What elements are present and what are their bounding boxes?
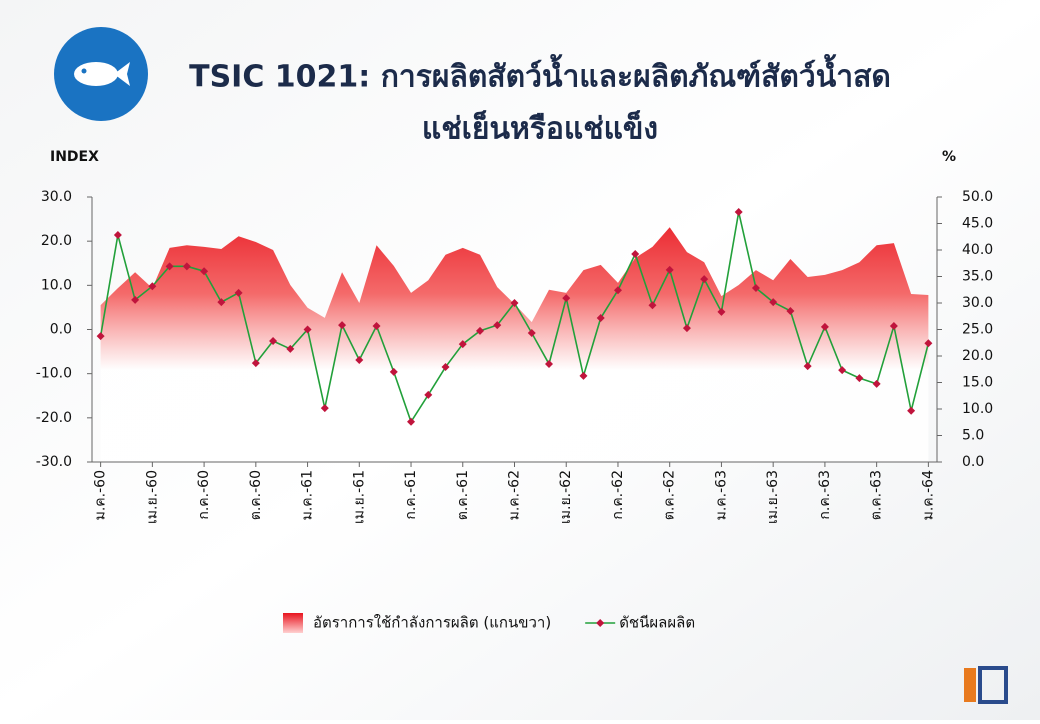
marker — [389, 367, 398, 376]
marker — [734, 208, 743, 217]
marker — [441, 363, 450, 372]
x-tick-label: ก.ค.-63 — [817, 470, 833, 520]
x-tick-label: ก.ค.-60 — [196, 470, 212, 520]
marker — [148, 282, 157, 291]
x-tick-label: ต.ค.-61 — [455, 470, 471, 520]
marker — [562, 294, 571, 303]
legend-marker — [596, 619, 605, 627]
marker — [338, 321, 347, 330]
legend-label: ดัชนีผลผลิต — [619, 614, 695, 632]
y-tick-label: 0.0 — [50, 322, 72, 338]
marker — [407, 417, 416, 426]
marker — [113, 230, 122, 239]
fish-shape — [74, 62, 130, 86]
marker — [544, 359, 553, 368]
marker — [234, 288, 243, 297]
marker — [200, 267, 209, 276]
y-tick-label: 30.0 — [41, 189, 72, 205]
logo — [964, 666, 1008, 704]
y2-tick-label: 50.0 — [962, 189, 993, 205]
marker — [96, 332, 105, 341]
x-tick-label: ต.ค.-62 — [662, 470, 678, 520]
marker — [493, 321, 502, 330]
marker — [269, 336, 278, 345]
x-tick-label: ม.ค.-63 — [713, 470, 729, 520]
marker — [476, 326, 485, 335]
marker — [751, 283, 760, 292]
y-tick-label: -30.0 — [36, 454, 72, 470]
y-axis-label: INDEX — [50, 149, 99, 165]
marker — [631, 249, 640, 258]
marker — [131, 295, 140, 304]
marker — [251, 359, 260, 368]
y-tick-label: 10.0 — [41, 277, 72, 293]
marker — [924, 339, 933, 348]
marker — [665, 265, 674, 274]
marker — [579, 371, 588, 380]
marker — [786, 306, 795, 315]
y2-tick-label: 30.0 — [962, 295, 993, 311]
x-tick-label: ก.ค.-62 — [610, 470, 626, 520]
y2-tick-label: 40.0 — [962, 242, 993, 258]
marker — [424, 390, 433, 399]
marker — [596, 314, 605, 323]
chart-title: แช่เย็นหรือแช่แข็ง — [422, 110, 658, 147]
x-tick-label: ต.ค.-60 — [248, 470, 264, 520]
x-tick-label: เม.ย.-62 — [558, 470, 574, 524]
marker — [303, 325, 312, 334]
marker — [320, 404, 329, 413]
x-tick-label: ม.ค.-64 — [920, 470, 936, 520]
marker — [700, 275, 709, 284]
x-tick-label: เม.ย.-60 — [144, 470, 160, 524]
legend-swatch — [283, 613, 303, 633]
y2-tick-label: 25.0 — [962, 322, 993, 338]
marker — [820, 322, 829, 331]
y-tick-label: -20.0 — [36, 410, 72, 426]
marker — [872, 379, 881, 388]
y2-tick-label: 10.0 — [962, 401, 993, 417]
marker — [907, 406, 916, 415]
y2-tick-label: 0.0 — [962, 454, 984, 470]
x-tick-label: ก.ค.-61 — [403, 470, 419, 520]
area — [100, 227, 929, 462]
marker — [527, 329, 536, 338]
marker — [613, 286, 622, 295]
marker — [182, 262, 191, 271]
y2-tick-label: 15.0 — [962, 375, 993, 391]
marker — [286, 344, 295, 353]
marker — [803, 362, 812, 371]
marker — [648, 301, 657, 310]
marker — [769, 298, 778, 307]
x-tick-label: เม.ย.-63 — [765, 470, 781, 524]
x-tick-label: ต.ค.-63 — [869, 470, 885, 520]
x-tick-label: ม.ค.-62 — [507, 470, 523, 520]
x-tick-label: ม.ค.-60 — [93, 470, 109, 520]
y2-tick-label: 45.0 — [962, 216, 993, 232]
y-tick-label: 20.0 — [41, 233, 72, 249]
legend-label: อัตราการใช้กำลังการผลิต (แกนขวา) — [313, 614, 551, 632]
marker — [838, 366, 847, 375]
y2-tick-label: 5.0 — [962, 428, 984, 444]
marker — [458, 340, 467, 349]
y-tick-label: -10.0 — [36, 366, 72, 382]
marker — [855, 374, 864, 383]
marker — [889, 321, 898, 330]
marker — [717, 307, 726, 316]
y2-axis-label: % — [942, 149, 956, 165]
x-tick-label: ม.ค.-61 — [300, 470, 316, 520]
x-tick-label: เม.ย.-61 — [351, 470, 367, 524]
y2-tick-label: 20.0 — [962, 348, 993, 364]
marker — [372, 321, 381, 330]
chart-title: TSIC 1021: การผลิตสัตว์น้ำและผลิตภัณฑ์สั… — [189, 54, 891, 95]
marker — [217, 298, 226, 307]
y2-tick-label: 35.0 — [962, 269, 993, 285]
marker — [165, 262, 174, 271]
marker — [355, 355, 364, 364]
marker — [682, 324, 691, 333]
marker — [510, 299, 519, 307]
